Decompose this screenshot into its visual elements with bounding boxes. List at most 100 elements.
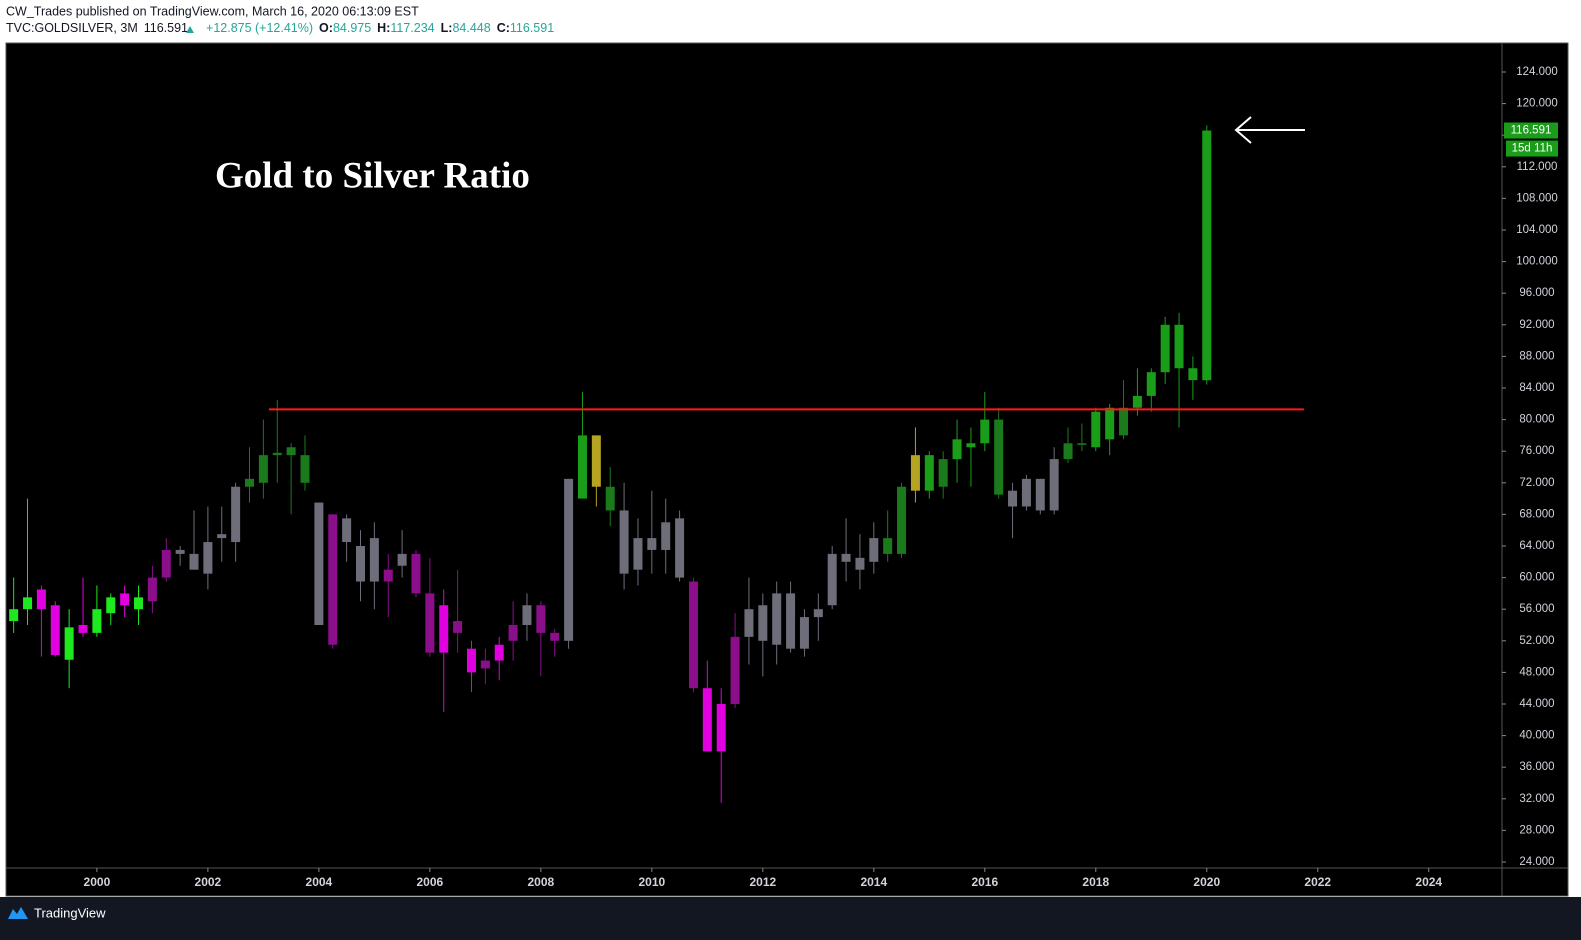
arrow-head	[1234, 116, 1252, 144]
candle-body	[605, 486, 615, 511]
candle-body	[716, 703, 726, 752]
candle-body	[258, 455, 268, 483]
up-triangle	[186, 26, 194, 33]
candle-body	[1077, 443, 1087, 445]
candle-body	[1091, 411, 1101, 448]
countdown-box	[1506, 140, 1558, 157]
candle-body	[64, 627, 74, 660]
candle-body	[383, 569, 393, 582]
candle-body	[675, 518, 685, 578]
y-tick-label: 52.000	[1519, 635, 1554, 647]
ohlc-value: 84.975	[333, 21, 371, 35]
candle-body	[1202, 130, 1212, 381]
y-tick-label: 76.000	[1519, 445, 1554, 457]
y-tick-label: 56.000	[1519, 603, 1554, 615]
candle-body	[1174, 324, 1184, 369]
x-tick-label: 2004	[306, 875, 333, 889]
candle-body	[772, 593, 782, 645]
y-tick-label: 72.000	[1519, 477, 1554, 489]
candle-body	[633, 538, 643, 570]
y-tick-label: 28.000	[1519, 824, 1554, 836]
candle-body	[661, 522, 671, 550]
y-tick-label: 80.000	[1519, 414, 1554, 426]
candle-body	[300, 455, 310, 483]
candle-body	[869, 538, 879, 562]
brand-logo	[8, 907, 28, 919]
candle-body	[841, 553, 851, 562]
x-tick-label: 2012	[749, 875, 776, 889]
candle-body	[286, 447, 296, 456]
y-tick-label: 84.000	[1519, 382, 1554, 394]
ohlc-value: 84.448	[452, 21, 490, 35]
candle-body	[50, 605, 60, 656]
candle-body	[744, 609, 754, 637]
candle-body	[203, 542, 213, 574]
y-tick-label: 40.000	[1519, 730, 1554, 742]
candle-body	[161, 549, 171, 578]
candle-body	[522, 605, 532, 625]
y-tick-label: 44.000	[1519, 698, 1554, 710]
y-tick-label: 48.000	[1519, 666, 1554, 678]
ohlc-value: 117.234	[390, 21, 434, 35]
candle-body	[411, 553, 421, 594]
x-tick-label: 2014	[860, 875, 887, 889]
candle-body	[494, 644, 504, 661]
candle-body	[106, 597, 116, 614]
change: +12.875 (+12.41%)	[206, 21, 313, 35]
last-price: 116.591	[144, 21, 188, 35]
y-tick-label: 120.000	[1516, 98, 1558, 110]
y-tick-label: 112.000	[1517, 161, 1558, 173]
x-tick-label: 2008	[527, 875, 554, 889]
candle-body	[1105, 407, 1115, 440]
candle-body	[369, 538, 379, 582]
candle-body	[120, 593, 130, 606]
candle-body	[147, 577, 157, 602]
candle-body	[897, 486, 907, 554]
countdown: 15d 11h	[1512, 143, 1553, 155]
candle-body	[758, 605, 768, 641]
candle-body	[910, 455, 920, 491]
candle-body	[813, 609, 823, 618]
candle-body	[175, 549, 185, 554]
candle-body	[1160, 324, 1170, 373]
candle-body	[425, 593, 435, 653]
y-tick-label: 92.000	[1519, 319, 1554, 331]
y-tick-label: 88.000	[1519, 350, 1554, 362]
candle-body	[952, 439, 962, 460]
candle-body	[591, 435, 601, 487]
candle-body	[1132, 395, 1142, 408]
y-tick-label: 124.000	[1516, 66, 1558, 78]
candle-body	[9, 609, 19, 622]
chart-title: Gold to Silver Ratio	[215, 155, 530, 196]
candle-body	[855, 557, 865, 570]
x-tick-label: 2024	[1415, 875, 1442, 889]
ohlc-label: H:	[377, 21, 390, 35]
candle-body	[453, 621, 463, 633]
y-tick-label: 104.000	[1516, 224, 1558, 236]
footer-bar	[0, 897, 1581, 940]
candle-body	[231, 486, 241, 543]
last-price-box	[1504, 122, 1558, 139]
candle-body	[314, 502, 324, 625]
y-tick-label: 32.000	[1519, 793, 1554, 805]
candle-body	[397, 553, 407, 566]
candle-body	[1146, 372, 1156, 396]
candle-body	[564, 478, 574, 641]
brand: TradingView	[34, 905, 106, 920]
candle-body	[1008, 490, 1018, 507]
x-tick-label: 2018	[1082, 875, 1109, 889]
candle-body	[883, 538, 893, 554]
x-tick-label: 2002	[195, 875, 222, 889]
candle-body	[23, 597, 33, 610]
candle-body	[439, 605, 449, 653]
y-tick-label: 108.000	[1516, 192, 1558, 204]
last-price-label: 116.591	[1511, 125, 1552, 137]
x-tick-label: 2022	[1304, 875, 1331, 889]
candle-body	[550, 632, 560, 641]
candle-body	[799, 617, 809, 649]
candle-body	[134, 597, 144, 610]
x-tick-label: 2000	[84, 875, 111, 889]
candle-body	[994, 419, 1004, 495]
